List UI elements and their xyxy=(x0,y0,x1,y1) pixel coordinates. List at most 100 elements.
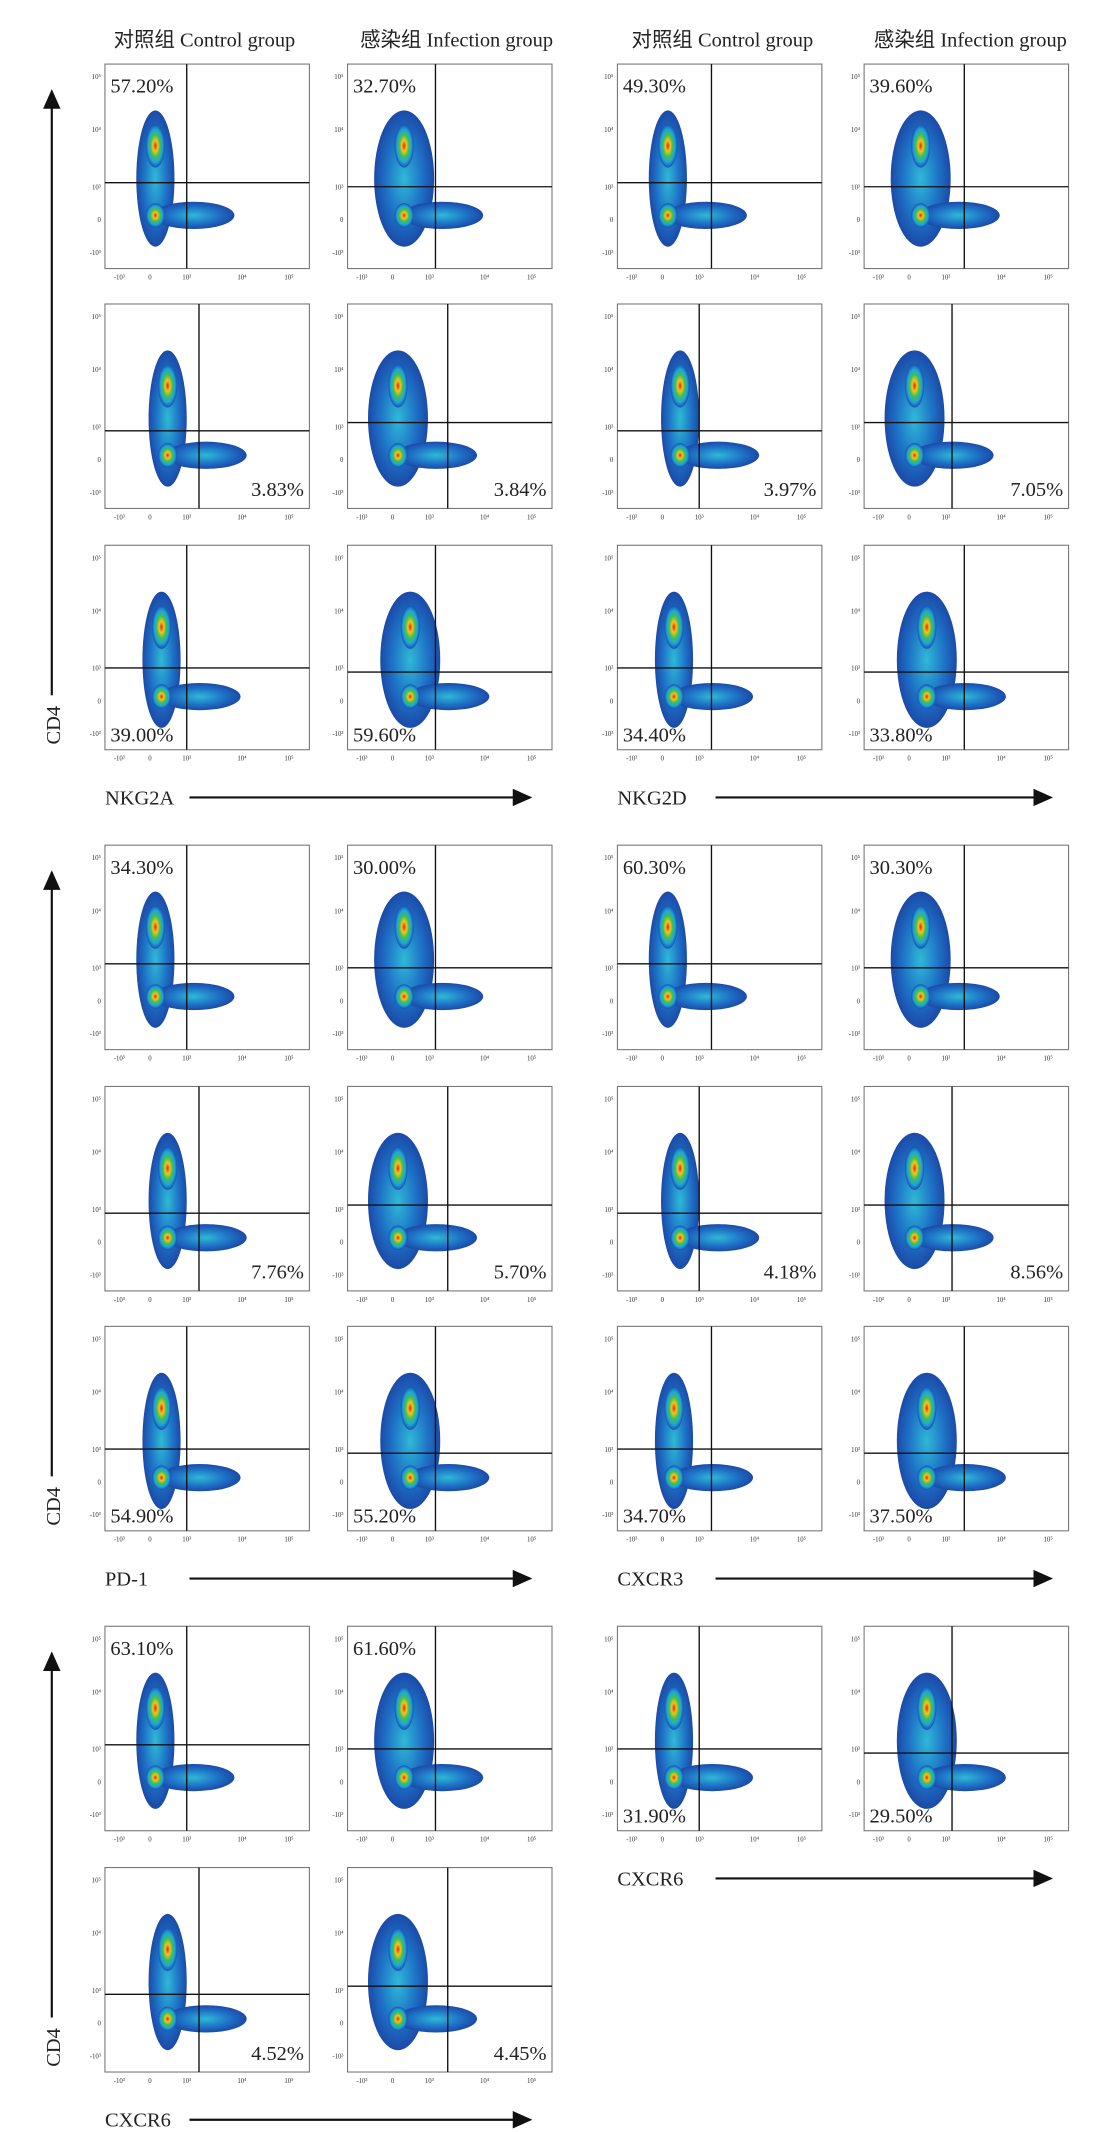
density-blob xyxy=(917,684,937,709)
column-header: 对照组 Control group xyxy=(632,28,814,51)
x-tick-label: 10⁵ xyxy=(1044,756,1054,763)
density-blob xyxy=(917,605,937,649)
y-tick-label: 10⁵ xyxy=(851,314,861,321)
x-tick-label: -10³ xyxy=(356,756,367,763)
y-tick-label: -10³ xyxy=(332,250,343,257)
y-tick-label: 10⁴ xyxy=(334,1390,344,1397)
y-tick-label: 10⁵ xyxy=(604,855,614,862)
y-tick-label: 10⁴ xyxy=(334,1150,344,1157)
density-blob xyxy=(151,684,172,709)
y-tick-label: -10³ xyxy=(90,731,101,738)
x-tick-label: 0 xyxy=(148,756,152,763)
x-tick-label: 10⁵ xyxy=(797,1837,807,1844)
x-tick-label: 10³ xyxy=(425,1297,434,1304)
x-tick-label: -10³ xyxy=(356,1837,367,1844)
y-tick-label: 10⁵ xyxy=(92,1636,102,1643)
density-blob xyxy=(395,2005,478,2033)
x-tick-label: 10³ xyxy=(695,1056,704,1063)
density-blob xyxy=(388,363,408,408)
y-tick-label: 0 xyxy=(340,998,344,1005)
y-tick-label: 10⁵ xyxy=(92,314,102,321)
y-tick-label: 0 xyxy=(610,698,614,705)
x-tick-label: 0 xyxy=(148,1056,152,1063)
y-tick-label: -10³ xyxy=(90,2053,101,2060)
x-tick-label: -10³ xyxy=(356,1537,367,1544)
column-header: 感染组 Infection group xyxy=(360,28,553,51)
y-tick-label: 10⁵ xyxy=(851,555,861,562)
x-tick-label: 10³ xyxy=(425,1837,434,1844)
percentage-label: 59.60% xyxy=(353,725,416,747)
density-blob xyxy=(665,982,747,1011)
x-tick-label: 10³ xyxy=(695,274,704,281)
y-tick-label: 10³ xyxy=(851,1747,860,1754)
percentage-label: 4.45% xyxy=(494,2043,547,2065)
y-tick-label: 10³ xyxy=(335,966,344,973)
y-tick-label: -10³ xyxy=(602,1272,613,1279)
y-tick-label: 0 xyxy=(857,1240,861,1247)
density-blob xyxy=(917,982,1000,1011)
y-tick-label: -10³ xyxy=(602,1812,613,1819)
y-tick-label: 10⁴ xyxy=(334,1689,344,1696)
y-tick-label: 10⁵ xyxy=(334,1096,344,1103)
y-tick-label: 10³ xyxy=(335,1447,344,1454)
percentage-label: 34.70% xyxy=(623,1506,686,1528)
x-tick-label: 10⁵ xyxy=(527,1056,537,1063)
x-tick-label: 10⁴ xyxy=(237,1056,247,1063)
density-blob xyxy=(917,1765,937,1790)
x-tick-label: 10⁴ xyxy=(237,2078,247,2085)
y-tick-label: 10⁵ xyxy=(851,855,861,862)
density-blob xyxy=(664,1386,684,1430)
y-tick-label: -10³ xyxy=(602,490,613,497)
density-blob xyxy=(917,1686,937,1730)
x-tick-label: 10³ xyxy=(425,274,434,281)
x-tick-label: -10³ xyxy=(626,1056,637,1063)
density-blob xyxy=(400,1465,420,1490)
y-tick-label: 10³ xyxy=(335,424,344,431)
x-tick-label: 10⁵ xyxy=(527,1297,537,1304)
x-tick-label: 10⁴ xyxy=(237,274,247,281)
x-tick-label: 10³ xyxy=(941,1537,950,1544)
percentage-label: 54.90% xyxy=(110,1506,173,1528)
y-tick-label: -10³ xyxy=(332,1512,343,1519)
y-tick-label: 10⁵ xyxy=(604,1336,614,1343)
density-blob xyxy=(388,2006,408,2032)
y-tick-label: 0 xyxy=(610,1779,614,1786)
x-tick-label: -10³ xyxy=(626,1537,637,1544)
x-tick-label: 10³ xyxy=(425,514,434,521)
y-tick-label: 10³ xyxy=(851,424,860,431)
x-tick-label: 0 xyxy=(907,1056,911,1063)
x-tick-label: 0 xyxy=(661,756,665,763)
x-tick-label: 0 xyxy=(391,1056,395,1063)
y-tick-label: 0 xyxy=(340,457,344,464)
y-tick-label: 10⁵ xyxy=(92,74,102,81)
density-blob xyxy=(664,1765,684,1790)
x-tick-label: 0 xyxy=(391,274,395,281)
plot-frame xyxy=(104,1085,310,1292)
density-blob xyxy=(665,201,747,230)
density-blob xyxy=(388,1225,408,1251)
x-tick-label: 10³ xyxy=(941,1297,950,1304)
y-tick-label: 10⁴ xyxy=(851,608,861,615)
x-tick-label: -10³ xyxy=(114,2078,125,2085)
density-blob xyxy=(670,1225,690,1251)
x-tick-label: 0 xyxy=(907,756,911,763)
density-blob xyxy=(158,1146,178,1191)
x-tick-label: 10⁴ xyxy=(750,274,760,281)
density-blob xyxy=(158,1225,178,1251)
y-tick-label: 10³ xyxy=(92,1207,101,1214)
y-tick-label: 10⁴ xyxy=(92,1150,102,1157)
density-blob xyxy=(395,1224,478,1252)
percentage-label: 49.30% xyxy=(623,76,686,98)
y-tick-label: 10⁵ xyxy=(851,1636,861,1643)
x-tick-label: 10⁵ xyxy=(1044,274,1054,281)
x-tick-label: 0 xyxy=(661,514,665,521)
x-tick-label: 10⁴ xyxy=(997,514,1007,521)
y-tick-label: 10⁴ xyxy=(604,1689,614,1696)
density-blob xyxy=(658,203,678,228)
y-tick-label: 0 xyxy=(610,1240,614,1247)
y-tick-label: 10³ xyxy=(604,966,613,973)
y-tick-label: -10³ xyxy=(849,1031,860,1038)
x-tick-label: 10⁴ xyxy=(750,1537,760,1544)
x-tick-label: 10⁵ xyxy=(284,1297,294,1304)
